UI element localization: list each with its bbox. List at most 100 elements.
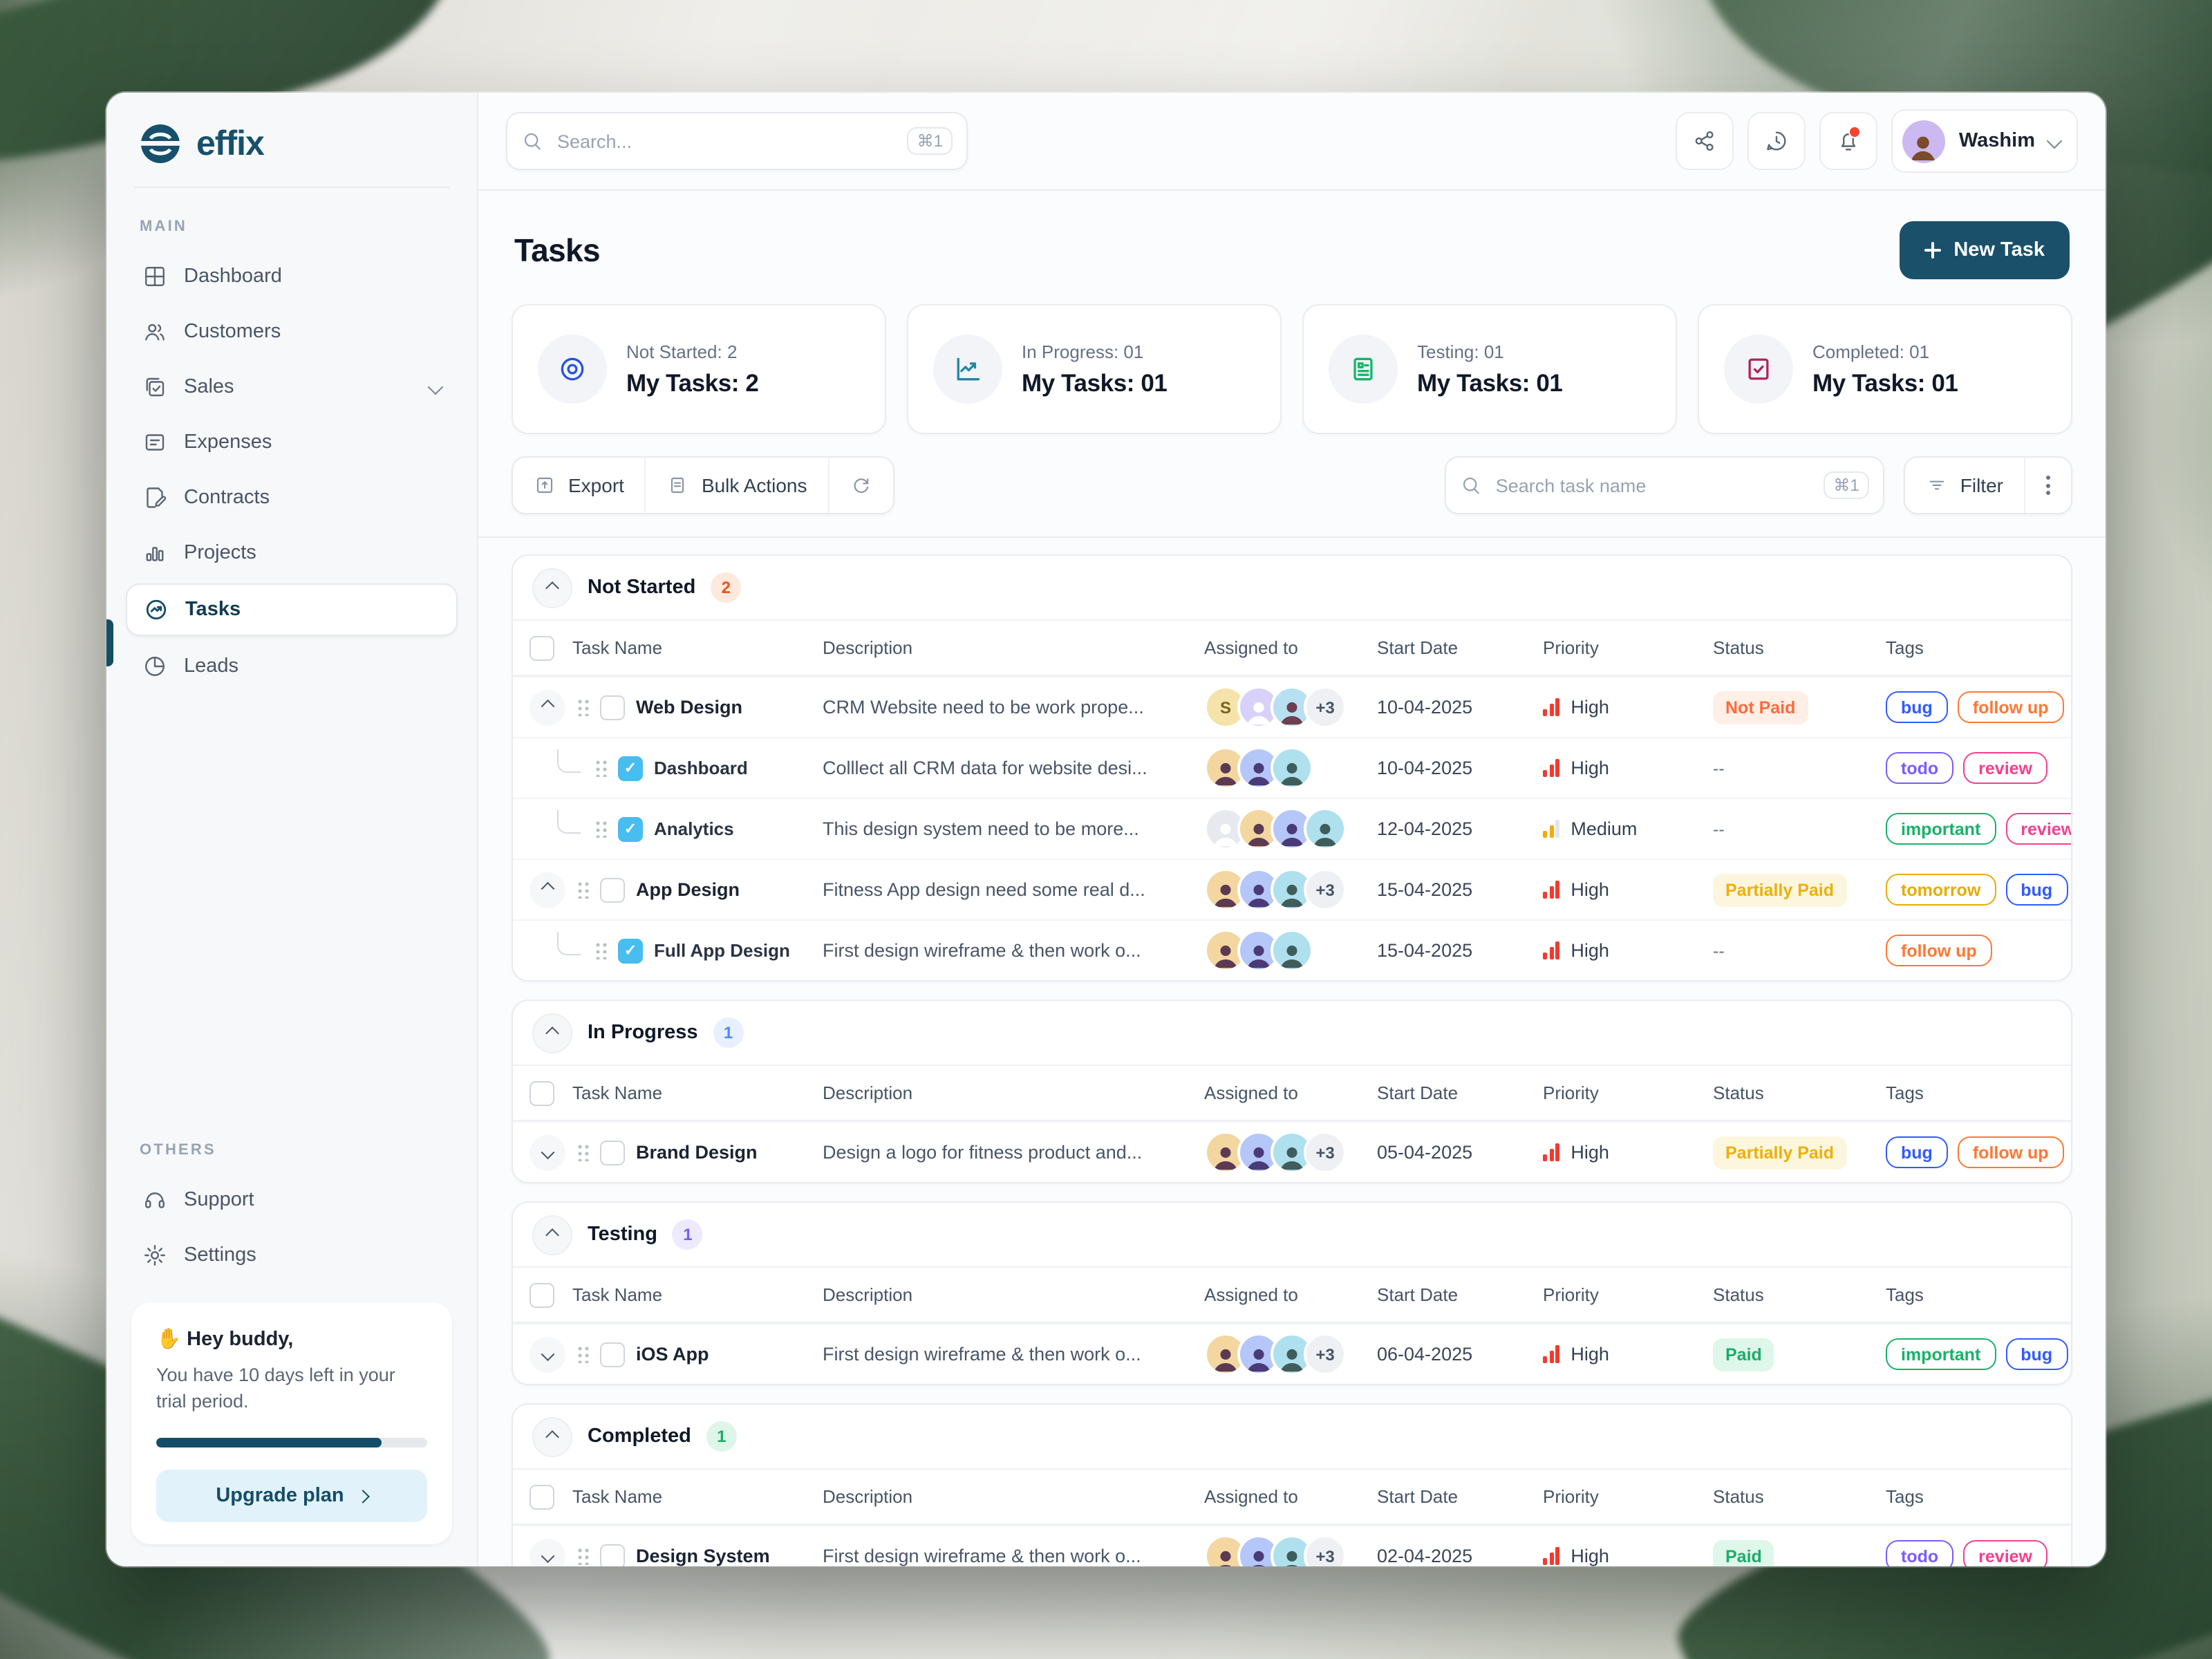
stat-card-completed[interactable]: Completed: 01 My Tasks: 01 (1698, 304, 2072, 434)
drag-handle-icon[interactable] (594, 759, 607, 777)
sidebar-item-expenses[interactable]: Expenses (126, 418, 458, 467)
task-name[interactable]: Dashboard (654, 758, 748, 778)
select-all-checkbox[interactable] (529, 1484, 554, 1509)
stat-card-testing[interactable]: Testing: 01 My Tasks: 01 (1302, 304, 1677, 434)
export-button[interactable]: Export (513, 458, 645, 513)
group-collapse-button[interactable] (532, 1215, 572, 1255)
select-all-checkbox[interactable] (529, 1282, 554, 1307)
tag-pill[interactable]: important (1886, 813, 1996, 845)
chevron-down-icon (427, 379, 444, 395)
row-checkbox[interactable] (600, 695, 625, 720)
brand-logo[interactable]: effix (106, 93, 477, 187)
history-button[interactable] (1747, 112, 1806, 170)
tag-pill[interactable]: todo (1886, 752, 1954, 784)
row-checkbox[interactable] (600, 877, 625, 902)
group-collapse-button[interactable] (532, 568, 572, 608)
search-input[interactable] (554, 129, 897, 153)
group-not-started: Not Started 2 Task Name Description Assi… (512, 554, 2072, 982)
upgrade-plan-button[interactable]: Upgrade plan (156, 1470, 427, 1522)
row-checkbox[interactable] (600, 1342, 625, 1367)
row-checkbox[interactable] (618, 756, 643, 780)
row-collapse-button[interactable] (529, 1134, 565, 1170)
sidebar-item-settings[interactable]: Settings (126, 1230, 458, 1280)
user-menu[interactable]: Washim (1891, 109, 2078, 173)
sidebar-item-leads[interactable]: Leads (126, 641, 458, 691)
table-row[interactable]: Full App Design First design wireframe &… (513, 919, 2071, 980)
tag-pill[interactable]: important (1886, 1338, 1996, 1370)
task-name[interactable]: Brand Design (636, 1142, 758, 1163)
row-collapse-button[interactable] (529, 1538, 565, 1566)
tag-pill[interactable]: bug (2005, 874, 2068, 906)
new-task-button[interactable]: New Task (1900, 221, 2070, 279)
assignee-avatars: +3 (1204, 1131, 1377, 1174)
row-checkbox[interactable] (600, 1140, 625, 1165)
tag-pill[interactable]: follow up (1957, 1136, 2064, 1168)
tag-pill[interactable]: tomorrow (1886, 874, 1996, 906)
task-name[interactable]: Full App Design (654, 940, 790, 961)
sidebar-item-sales[interactable]: Sales (126, 362, 458, 412)
drag-handle-icon[interactable] (577, 1345, 589, 1363)
row-collapse-button[interactable] (529, 689, 565, 725)
sidebar-item-support[interactable]: Support (126, 1175, 458, 1225)
task-name[interactable]: App Design (636, 879, 740, 900)
sidebar-item-projects[interactable]: Projects (126, 528, 458, 578)
row-collapse-button[interactable] (529, 1336, 565, 1372)
tag-pill[interactable]: todo (1886, 1540, 1954, 1566)
drag-handle-icon[interactable] (594, 820, 607, 838)
avatar (1237, 929, 1280, 972)
task-search[interactable]: ⌘1 (1444, 456, 1884, 514)
group-collapse-button[interactable] (532, 1013, 572, 1053)
tag-pill[interactable]: bug (1886, 1136, 1948, 1168)
tag-pill[interactable]: review (1963, 752, 2047, 784)
row-collapse-button[interactable] (529, 872, 565, 908)
table-row[interactable]: App Design Fitness App design need some … (513, 859, 2071, 919)
group-collapse-button[interactable] (532, 1416, 572, 1456)
drag-handle-icon[interactable] (577, 881, 589, 899)
stat-card-not-started[interactable]: Not Started: 2 My Tasks: 2 (512, 304, 886, 434)
stat-label: In Progress: 01 (1022, 341, 1144, 362)
drag-handle-icon[interactable] (577, 698, 589, 716)
table-row[interactable]: Analytics This design system need to be … (513, 798, 2071, 859)
select-all-checkbox[interactable] (529, 1080, 554, 1105)
subtask-connector (557, 810, 581, 834)
tag-pill[interactable]: bug (1886, 691, 1948, 723)
drag-handle-icon[interactable] (594, 941, 607, 959)
priority-icon (1543, 1345, 1560, 1363)
sidebar-item-dashboard[interactable]: Dashboard (126, 252, 458, 301)
table-row[interactable]: Brand Design Design a logo for fitness p… (513, 1121, 2071, 1182)
filter-button[interactable]: Filter (1904, 458, 2024, 513)
task-search-input[interactable] (1492, 474, 1813, 497)
sidebar-item-customers[interactable]: Customers (126, 307, 458, 357)
select-all-checkbox[interactable] (529, 635, 554, 660)
task-name[interactable]: Web Design (636, 697, 743, 718)
assignee-avatars (1204, 929, 1377, 972)
stat-card-in-progress[interactable]: In Progress: 01 My Tasks: 01 (907, 304, 1282, 434)
tag-pill[interactable]: review (1963, 1540, 2047, 1566)
table-row[interactable]: Web Design CRM Website need to be work p… (513, 676, 2071, 737)
notifications-button[interactable] (1819, 112, 1877, 170)
tag-pill[interactable]: review (2005, 813, 2071, 845)
task-name[interactable]: Design System (636, 1546, 770, 1566)
tag-pill[interactable]: follow up (1957, 691, 2064, 723)
row-checkbox[interactable] (618, 938, 643, 963)
row-checkbox[interactable] (600, 1544, 625, 1566)
sidebar-item-tasks[interactable]: Tasks (126, 583, 458, 636)
drag-handle-icon[interactable] (577, 1547, 589, 1565)
bulk-actions-button[interactable]: Bulk Actions (644, 458, 828, 513)
table-row[interactable]: iOS App First design wireframe & then wo… (513, 1323, 2071, 1384)
task-name[interactable]: iOS App (636, 1344, 709, 1365)
row-checkbox[interactable] (618, 816, 643, 841)
global-search[interactable]: ⌘1 (506, 112, 968, 170)
drag-handle-icon[interactable] (577, 1143, 589, 1161)
table-row[interactable]: Dashboard Colllect all CRM data for webs… (513, 737, 2071, 798)
sidebar-item-contracts[interactable]: Contracts (126, 473, 458, 523)
tag-pill[interactable]: bug (2005, 1338, 2068, 1370)
more-options-button[interactable] (2024, 458, 2071, 513)
tag-pill[interactable]: follow up (1886, 935, 1992, 966)
table-row[interactable]: Design System First design wireframe & t… (513, 1525, 2071, 1566)
nav-section-label-main: MAIN (140, 218, 188, 235)
share-button[interactable] (1675, 112, 1734, 170)
avatar (1902, 120, 1945, 162)
task-name[interactable]: Analytics (654, 818, 734, 839)
refresh-button[interactable] (827, 458, 893, 513)
